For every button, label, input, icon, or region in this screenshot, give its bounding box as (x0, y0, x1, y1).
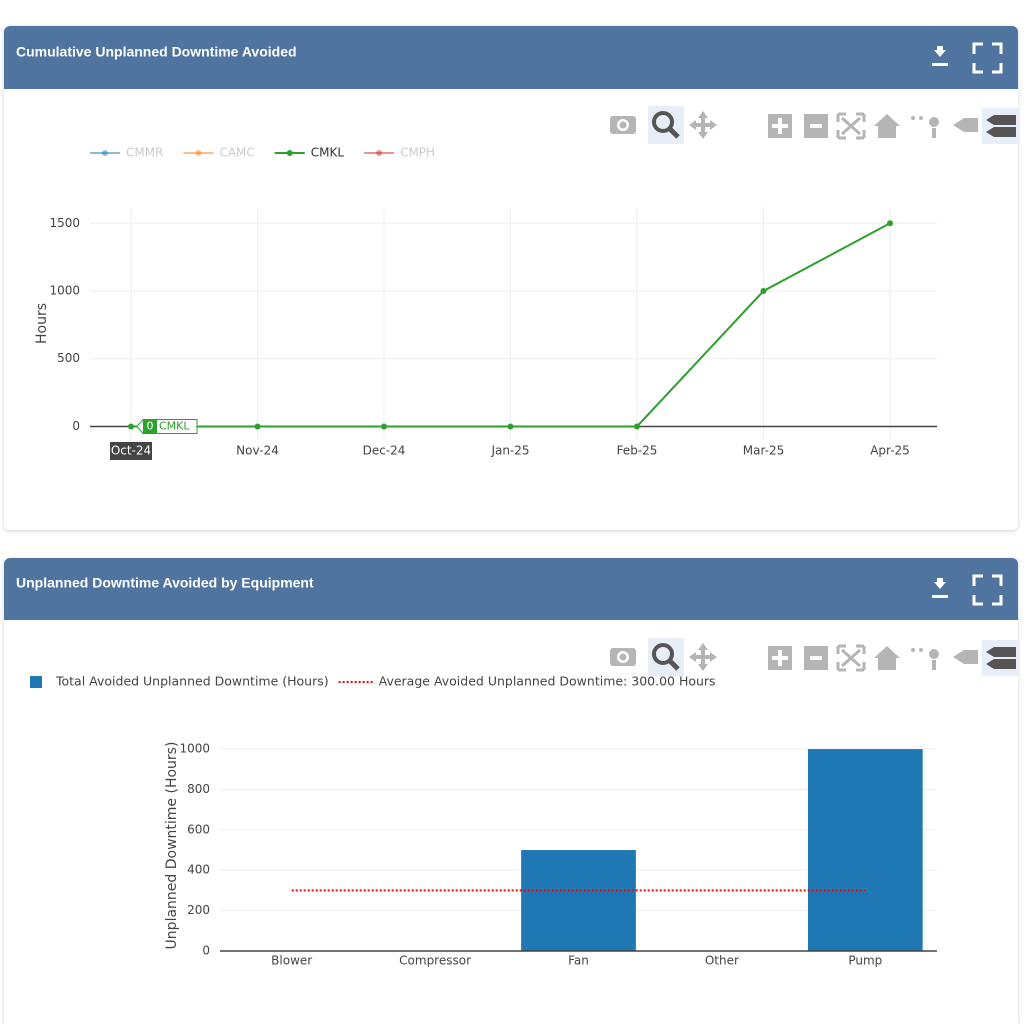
panel-header (4, 558, 1018, 620)
x-tick-label: Jan-25 (490, 444, 529, 458)
y-tick-label: 600 (187, 822, 210, 836)
x-tick-label: Apr-25 (870, 444, 910, 458)
legend-label: Total Avoided Unplanned Downtime (Hours) (55, 674, 329, 689)
data-point (760, 287, 767, 294)
x-tick-label: Dec-24 (363, 444, 406, 458)
y-tick-label: 500 (57, 351, 80, 365)
bar (807, 749, 923, 951)
y-tick-label: 1000 (49, 283, 80, 297)
data-point (381, 423, 387, 430)
panel-header (4, 26, 1018, 89)
download-button[interactable] (932, 578, 948, 598)
data-point (507, 423, 514, 430)
x-tick-label: Blower (271, 954, 312, 968)
x-tick-label: Mar-25 (743, 444, 784, 458)
y-tick-label: 0 (202, 944, 210, 958)
fullscreen-button[interactable] (972, 42, 1003, 74)
panel-title: Cumulative Unplanned Downtime Avoided (16, 44, 297, 60)
y-axis-title: Hours (34, 303, 50, 344)
download-button[interactable] (932, 46, 948, 66)
data-point (887, 220, 893, 227)
x-tick-label: Other (705, 954, 739, 968)
hover-axis-tag (110, 442, 152, 460)
y-tick-label: 1500 (49, 216, 80, 230)
y-tick-label: 1000 (179, 742, 210, 756)
legend-label: CAMC (219, 146, 254, 160)
data-point (128, 423, 134, 430)
fullscreen-button[interactable] (972, 574, 1003, 606)
x-tick-label: Fan (568, 954, 589, 968)
y-axis-title: Unplanned Downtime (Hours) (164, 742, 180, 950)
hover-name: CMKL (159, 419, 190, 432)
y-tick-label: 400 (187, 863, 210, 877)
legend-swatch (286, 150, 293, 156)
x-tick-label: Pump (848, 954, 882, 968)
legend-label: CMMR (126, 146, 163, 160)
legend-label: CMKL (311, 146, 345, 160)
y-tick-label: 200 (187, 903, 210, 917)
hover-value: 0 (147, 419, 154, 432)
legend-swatch (102, 150, 108, 156)
y-tick-label: 800 (187, 782, 210, 796)
x-tick-label: Feb-25 (617, 444, 658, 458)
legend-label: CMPH (400, 146, 435, 160)
y-tick-label: 0 (72, 419, 80, 433)
x-tick-label: Oct-24 (111, 444, 151, 458)
legend-swatch (30, 676, 42, 688)
legend-swatch (376, 150, 383, 156)
data-point (254, 423, 261, 430)
data-point (634, 423, 640, 430)
legend-label: Average Avoided Unplanned Downtime: 300.… (379, 674, 716, 689)
panel-title: Unplanned Downtime Avoided by Equipment (16, 575, 314, 591)
x-tick-label: Nov-24 (236, 444, 279, 458)
bar (521, 850, 636, 951)
legend-swatch (195, 150, 202, 156)
hover-value-box (143, 419, 157, 434)
x-tick-label: Compressor (399, 954, 471, 968)
